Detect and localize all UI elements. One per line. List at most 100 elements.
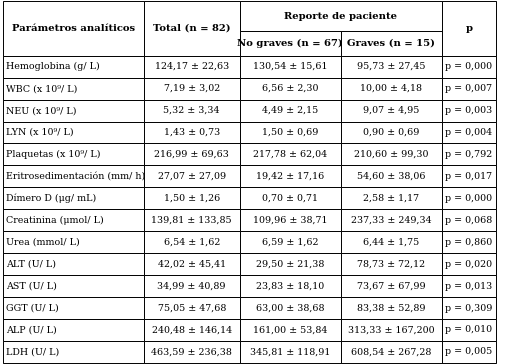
Bar [341, 56, 442, 78]
Text: p = 0,860: p = 0,860 [445, 238, 493, 247]
Bar [144, 122, 239, 143]
Bar [341, 231, 442, 253]
Text: Total (n = 82): Total (n = 82) [153, 24, 230, 33]
Bar [3, 1, 144, 56]
Bar [3, 253, 144, 275]
Bar [144, 78, 239, 100]
Text: p = 0,007: p = 0,007 [445, 84, 492, 93]
Bar [3, 56, 144, 78]
Bar [239, 253, 341, 275]
Bar [144, 319, 239, 341]
Bar [144, 275, 239, 297]
Text: 7,19 ± 3,02: 7,19 ± 3,02 [164, 84, 220, 93]
Bar [239, 297, 341, 319]
Bar [3, 100, 144, 122]
Bar [442, 209, 496, 231]
Bar [341, 319, 442, 341]
Text: No graves (n = 67): No graves (n = 67) [237, 39, 343, 48]
Bar [442, 319, 496, 341]
Bar [3, 209, 144, 231]
Bar [239, 275, 341, 297]
Bar [341, 275, 442, 297]
Text: 109,96 ± 38,71: 109,96 ± 38,71 [253, 216, 328, 225]
Text: Reporte de paciente: Reporte de paciente [284, 12, 397, 20]
Bar [239, 341, 341, 363]
Text: 1,50 ± 0,69: 1,50 ± 0,69 [262, 128, 319, 137]
Text: 10,00 ± 4,18: 10,00 ± 4,18 [360, 84, 422, 93]
Bar [3, 143, 144, 165]
Text: 54,60 ± 38,06: 54,60 ± 38,06 [357, 172, 426, 181]
Bar [442, 275, 496, 297]
Text: p = 0,792: p = 0,792 [445, 150, 493, 159]
Text: 237,33 ± 249,34: 237,33 ± 249,34 [351, 216, 431, 225]
Text: 27,07 ± 27,09: 27,07 ± 27,09 [157, 172, 226, 181]
Bar [239, 319, 341, 341]
Bar [144, 187, 239, 209]
Bar [442, 78, 496, 100]
Text: Graves (n = 15): Graves (n = 15) [347, 39, 435, 48]
Text: 42,02 ± 45,41: 42,02 ± 45,41 [157, 260, 226, 269]
Text: 73,67 ± 67,99: 73,67 ± 67,99 [357, 282, 426, 290]
Text: 63,00 ± 38,68: 63,00 ± 38,68 [256, 304, 325, 313]
Text: 6,59 ± 1,62: 6,59 ± 1,62 [262, 238, 319, 247]
Bar [442, 100, 496, 122]
Text: 29,50 ± 21,38: 29,50 ± 21,38 [256, 260, 325, 269]
Text: ALP (U/ L): ALP (U/ L) [6, 325, 56, 335]
Text: p = 0,000: p = 0,000 [445, 62, 492, 71]
Bar [442, 122, 496, 143]
Text: 6,54 ± 1,62: 6,54 ± 1,62 [163, 238, 220, 247]
Text: 217,78 ± 62,04: 217,78 ± 62,04 [253, 150, 327, 159]
Bar [144, 1, 239, 56]
Text: p = 0,003: p = 0,003 [445, 106, 493, 115]
Bar [239, 143, 341, 165]
Bar [341, 341, 442, 363]
Bar [442, 187, 496, 209]
Bar [239, 1, 442, 31]
Bar [3, 231, 144, 253]
Bar [3, 187, 144, 209]
Text: 216,99 ± 69,63: 216,99 ± 69,63 [154, 150, 229, 159]
Text: p: p [466, 24, 472, 33]
Text: 4,49 ± 2,15: 4,49 ± 2,15 [262, 106, 318, 115]
Text: 34,99 ± 40,89: 34,99 ± 40,89 [157, 282, 226, 290]
Text: 23,83 ± 18,10: 23,83 ± 18,10 [256, 282, 325, 290]
Text: Hemoglobina (g/ L): Hemoglobina (g/ L) [6, 62, 99, 71]
Bar [239, 122, 341, 143]
Text: p = 0,020: p = 0,020 [445, 260, 492, 269]
Bar [442, 231, 496, 253]
Text: 6,44 ± 1,75: 6,44 ± 1,75 [363, 238, 419, 247]
Text: 6,56 ± 2,30: 6,56 ± 2,30 [262, 84, 319, 93]
Text: 161,00 ± 53,84: 161,00 ± 53,84 [253, 325, 327, 335]
Bar [144, 297, 239, 319]
Text: 75,05 ± 47,68: 75,05 ± 47,68 [157, 304, 226, 313]
Text: Dímero D (μg/ mL): Dímero D (μg/ mL) [6, 194, 96, 203]
Bar [144, 143, 239, 165]
Text: 9,07 ± 4,95: 9,07 ± 4,95 [363, 106, 420, 115]
Bar [239, 78, 341, 100]
Bar [239, 187, 341, 209]
Text: 0,90 ± 0,69: 0,90 ± 0,69 [363, 128, 420, 137]
Text: p = 0,004: p = 0,004 [445, 128, 492, 137]
Text: WBC (x 10⁹/ L): WBC (x 10⁹/ L) [6, 84, 77, 93]
Bar [341, 209, 442, 231]
Bar [239, 56, 341, 78]
Text: 608,54 ± 267,28: 608,54 ± 267,28 [351, 347, 431, 356]
Bar [144, 341, 239, 363]
Text: p = 0,000: p = 0,000 [445, 194, 492, 203]
Text: NEU (x 10⁹/ L): NEU (x 10⁹/ L) [6, 106, 77, 115]
Bar [144, 231, 239, 253]
Text: Parámetros analíticos: Parámetros analíticos [12, 24, 135, 33]
Bar [442, 341, 496, 363]
Bar [341, 31, 442, 56]
Bar [341, 165, 442, 187]
Bar [144, 209, 239, 231]
Bar [3, 275, 144, 297]
Bar [442, 56, 496, 78]
Bar [442, 143, 496, 165]
Bar [3, 297, 144, 319]
Text: 463,59 ± 236,38: 463,59 ± 236,38 [151, 347, 232, 356]
Bar [3, 165, 144, 187]
Bar [341, 100, 442, 122]
Text: 313,33 ± 167,200: 313,33 ± 167,200 [348, 325, 435, 335]
Bar [144, 56, 239, 78]
